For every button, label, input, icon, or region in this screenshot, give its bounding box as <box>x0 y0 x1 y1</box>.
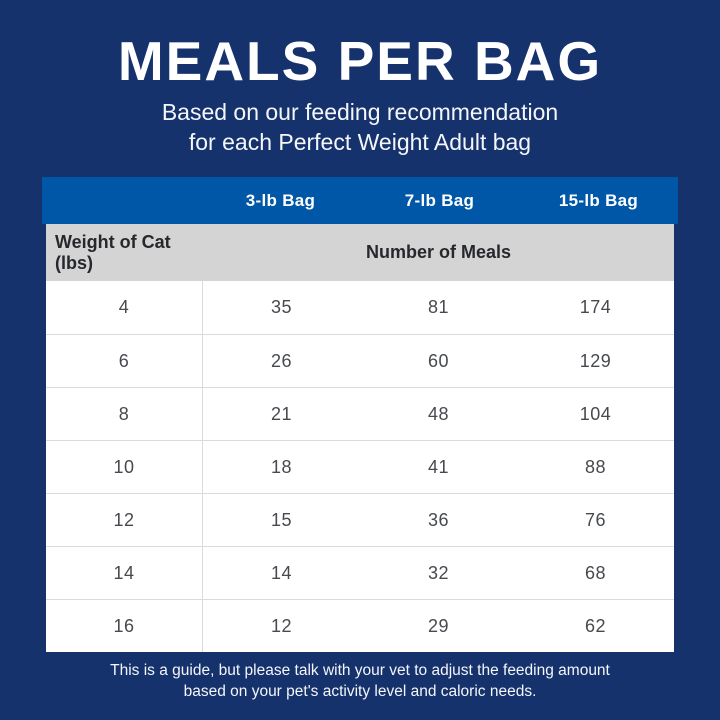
meals-per-bag-table: 3-lb Bag 7-lb Bag 15-lb Bag Weight of Ca… <box>42 177 678 652</box>
meals-cell: 62 <box>584 615 607 636</box>
meals-cell: 14 <box>270 562 293 583</box>
footnote-line-2: based on your pet's activity level and c… <box>183 682 537 700</box>
weight-cell: 10 <box>46 441 203 493</box>
table-body: Weight of Cat (lbs) Number of Meals 4 35 8… <box>46 224 674 652</box>
table-header-row: 3-lb Bag 7-lb Bag 15-lb Bag <box>42 177 678 224</box>
page-subtitle: Based on our feeding recommendation for … <box>0 97 720 157</box>
number-of-meals-label: Number of Meals <box>365 242 512 262</box>
meals-cell: 104 <box>579 403 612 424</box>
meals-cell: 36 <box>427 509 450 530</box>
weight-cell: 16 <box>46 600 203 652</box>
meals-cell: 174 <box>579 297 612 317</box>
meals-cell: 41 <box>427 456 450 477</box>
meals-cell: 29 <box>427 615 450 636</box>
table-row: 6 26 60 129 <box>46 334 674 387</box>
subtitle-line-2: for each Perfect Weight Adult bag <box>188 129 532 155</box>
meals-cell: 35 <box>270 297 293 317</box>
meals-cell: 26 <box>270 350 293 371</box>
meals-cell: 12 <box>270 615 293 636</box>
weight-cell: 12 <box>46 494 203 546</box>
table-rows: 4 35 81 174 6 26 60 129 8 21 48 104 10 18 41 88 12 15 36 76… <box>46 281 674 652</box>
meals-cell: 15 <box>270 509 293 530</box>
table-row: 14 14 32 68 <box>46 546 674 599</box>
page-title: MEALS PER BAG <box>117 30 603 92</box>
meals-cell: 48 <box>427 403 450 424</box>
meals-cell: 60 <box>427 350 450 371</box>
meals-cell: 32 <box>427 562 450 583</box>
weight-of-cat-label: Weight of Cat (lbs) <box>55 231 171 273</box>
footnote-line-1: This is a guide, but please talk with yo… <box>110 662 610 679</box>
table-subheader-row: Weight of Cat (lbs) Number of Meals <box>46 224 674 281</box>
table-row: 10 18 41 88 <box>46 440 674 493</box>
weight-cell: 6 <box>46 335 203 387</box>
meals-cell: 68 <box>584 562 607 583</box>
subtitle-line-1: Based on our feeding recommendation <box>161 99 559 125</box>
table-row: 16 12 29 62 <box>46 599 674 652</box>
meals-cell: 81 <box>427 297 450 317</box>
col-header-3lb-bag: 3-lb Bag <box>245 190 316 210</box>
weight-cell: 4 <box>46 281 203 334</box>
meals-cell: 21 <box>270 403 293 424</box>
weight-cell: 14 <box>46 547 203 599</box>
col-header-15lb-bag: 15-lb Bag <box>558 190 639 210</box>
meals-cell: 129 <box>579 350 612 371</box>
table-row: 4 35 81 174 <box>46 281 674 334</box>
meals-cell: 88 <box>584 456 607 477</box>
table-row: 8 21 48 104 <box>46 387 674 440</box>
table-row: 12 15 36 76 <box>46 493 674 546</box>
col-header-7lb-bag: 7-lb Bag <box>404 190 475 210</box>
meals-cell: 18 <box>270 456 293 477</box>
meals-cell: 76 <box>584 509 607 530</box>
footnote: This is a guide, but please talk with yo… <box>0 661 720 702</box>
weight-cell: 8 <box>46 388 203 440</box>
